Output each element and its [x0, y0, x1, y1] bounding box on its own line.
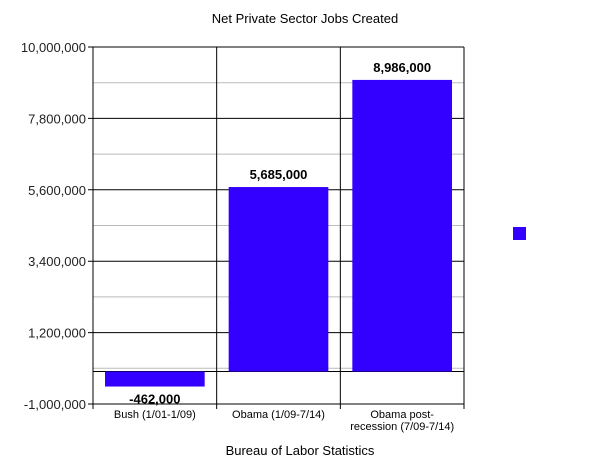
data-label: 5,685,000: [250, 167, 308, 182]
y-tick-label: -1,000,000: [24, 397, 86, 412]
data-label: -462,000: [129, 392, 180, 407]
bar: [228, 187, 329, 372]
x-axis-label: Bureau of Labor Statistics: [226, 443, 375, 458]
y-tick-label: 1,200,000: [28, 326, 86, 341]
bar: [352, 79, 452, 372]
y-tick-label: 3,400,000: [28, 254, 86, 269]
x-tick-label: Obama (1/09-7/14): [232, 409, 325, 421]
x-tick-label: Obama post-: [370, 409, 434, 421]
x-tick-label: recession (7/09-7/14): [350, 421, 454, 433]
legend-swatch: [513, 227, 526, 240]
y-tick-label: 7,800,000: [28, 111, 86, 126]
bar: [105, 371, 205, 387]
data-label: 8,986,000: [373, 60, 431, 75]
x-tick-label: Bush (1/01-1/09): [114, 409, 196, 421]
chart-title: Net Private Sector Jobs Created: [212, 11, 398, 26]
y-tick-label: 10,000,000: [21, 40, 86, 55]
y-tick-label: 5,600,000: [28, 183, 86, 198]
